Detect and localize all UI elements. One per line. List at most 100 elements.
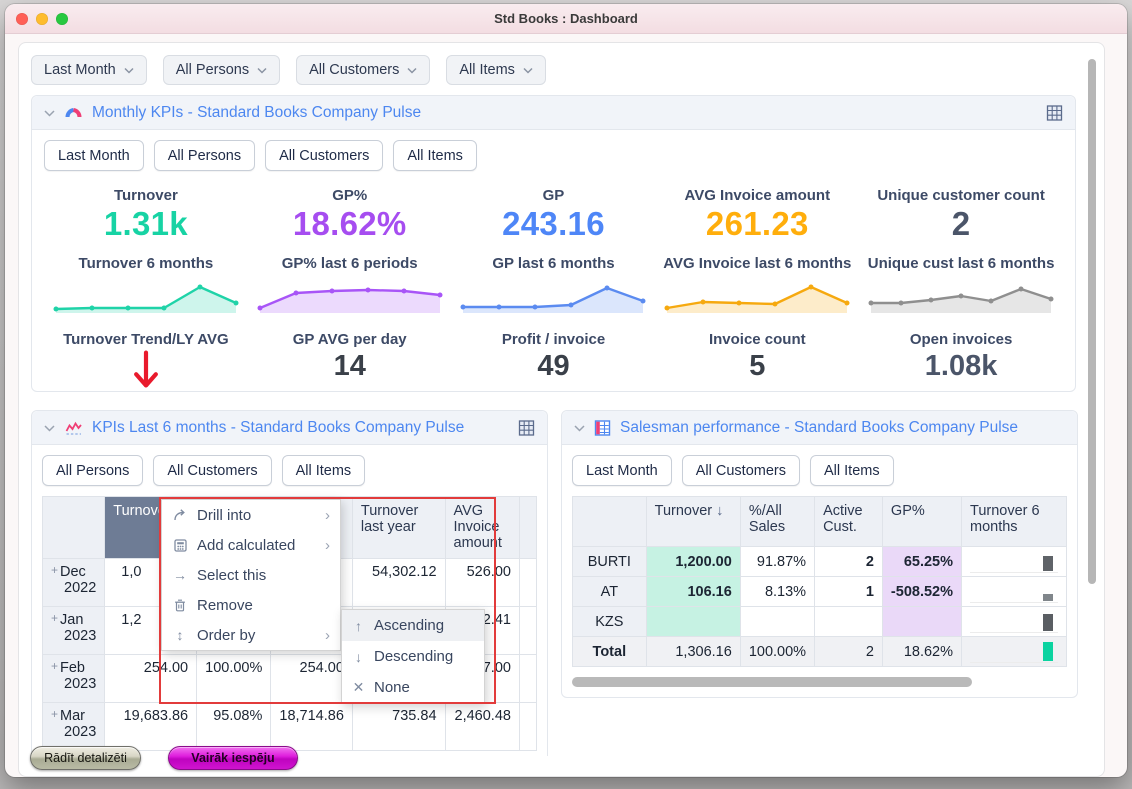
show-detailed-button[interactable]: Rādīt detalizēti <box>30 746 141 770</box>
kpi-label: Unique cust last 6 months <box>868 255 1055 272</box>
mini-bar-chart <box>970 611 1058 633</box>
filter-chip-all-customers[interactable]: All Customers <box>296 55 430 85</box>
app-window: Std Books : Dashboard Last Month All Per… <box>5 4 1127 777</box>
chevron-down-icon <box>124 67 134 74</box>
panel-filter-all-customers[interactable]: All Customers <box>265 140 383 171</box>
panel-filter-all-items[interactable]: All Items <box>810 455 894 486</box>
horizontal-scrollbar <box>572 677 1058 687</box>
table-row-kzs[interactable]: KZS <box>573 607 1067 637</box>
global-filter-bar: Last Month All Persons All Customers All… <box>31 55 546 85</box>
gauge-icon <box>64 106 83 119</box>
sparkline-avg-invoice-6m <box>662 280 852 316</box>
kpi-value-gp-avg-day: 14 <box>334 350 366 383</box>
table-view-icon[interactable] <box>518 420 535 436</box>
mini-bar-chart <box>970 641 1058 663</box>
mini-bar-chart <box>970 581 1058 603</box>
collapse-chevron-icon[interactable] <box>44 424 55 432</box>
panel-filter-all-customers[interactable]: All Customers <box>153 455 271 486</box>
kpi-grid: Turnover1.31k GP%18.62% GP243.16 AVG Inv… <box>44 175 1063 392</box>
panel-filter-last-month[interactable]: Last Month <box>572 455 672 486</box>
column-header-active-cust[interactable]: Active Cust. <box>815 497 883 547</box>
kpi-value-gp: 243.16 <box>502 205 605 243</box>
kpi-label: GP AVG per day <box>293 331 407 348</box>
filter-chip-label: Last Month <box>44 62 116 78</box>
kpi-label: AVG Invoice amount <box>685 187 831 204</box>
annotation-red-rectangle <box>159 497 496 704</box>
filter-chip-label: All Persons <box>176 62 249 78</box>
panel-filter-all-customers[interactable]: All Customers <box>682 455 800 486</box>
kpi-value-turnover: 1.31k <box>104 205 188 243</box>
table-row-total[interactable]: Total 1,306.16 100.00% 2 18.62% <box>573 637 1067 667</box>
panel-header: Salesman performance - Standard Books Co… <box>562 411 1077 445</box>
panel-title[interactable]: Monthly KPIs - Standard Books Company Pu… <box>92 104 421 122</box>
column-header-blank[interactable] <box>43 497 105 559</box>
kpi-label: Profit / invoice <box>502 331 605 348</box>
panel-filter-last-month[interactable]: Last Month <box>44 140 144 171</box>
table-row-burti[interactable]: BURTI 1,200.00 91.87% 2 65.25% <box>573 547 1067 577</box>
panel-filter-all-items[interactable]: All Items <box>282 455 366 486</box>
filter-chip-all-persons[interactable]: All Persons <box>163 55 280 85</box>
expand-plus-icon[interactable]: + <box>51 563 58 577</box>
chevron-down-icon <box>257 67 267 74</box>
kpi-label: Invoice count <box>709 331 806 348</box>
titlebar[interactable]: Std Books : Dashboard <box>5 4 1127 34</box>
table-row-at[interactable]: AT 106.16 8.13% 1 -508.52% <box>573 577 1067 607</box>
line-chart-icon <box>64 420 83 436</box>
window-title: Std Books : Dashboard <box>494 11 638 26</box>
minimize-button[interactable] <box>36 13 48 25</box>
panel-monthly-kpis: Monthly KPIs - Standard Books Company Pu… <box>31 95 1076 392</box>
kpi-value-profit-invoice: 49 <box>537 350 569 383</box>
fullscreen-button[interactable] <box>56 13 68 25</box>
mini-bar-chart <box>970 551 1058 573</box>
kpi-label: Turnover Trend/LY AVG <box>63 331 229 348</box>
kpi-label: GP% last 6 periods <box>282 255 418 272</box>
column-header-turnover-6-months[interactable]: Turnover 6 months <box>962 497 1067 547</box>
panel-filter-all-items[interactable]: All Items <box>393 140 477 171</box>
filter-chip-all-items[interactable]: All Items <box>446 55 546 85</box>
window-content: Last Month All Persons All Customers All… <box>5 34 1127 777</box>
panel-filter-all-persons[interactable]: All Persons <box>154 140 255 171</box>
kpi-label: Open invoices <box>910 331 1013 348</box>
panel-title[interactable]: Salesman performance - Standard Books Co… <box>620 419 1018 437</box>
traffic-lights <box>16 13 68 25</box>
kpi-value-open-invoices: 1.08k <box>925 350 998 383</box>
panel-filter-buttons: Last Month All Persons All Customers All… <box>44 140 1063 171</box>
kpi-value-avg-invoice: 261.23 <box>706 205 809 243</box>
dashboard-area: Last Month All Persons All Customers All… <box>18 42 1105 777</box>
kpi-value-gp-pct: 18.62% <box>293 205 407 243</box>
column-header-blank[interactable] <box>573 497 647 547</box>
table-view-icon[interactable] <box>1046 105 1063 121</box>
filter-chip-label: All Items <box>459 62 515 78</box>
data-table-icon <box>594 420 611 436</box>
column-header-turnover-sorted[interactable]: Turnover↓ <box>646 497 740 547</box>
panel-header: Monthly KPIs - Standard Books Company Pu… <box>32 96 1075 130</box>
panel-header: KPIs Last 6 months - Standard Books Comp… <box>32 411 547 445</box>
expand-plus-icon[interactable]: + <box>51 611 58 625</box>
column-header-gp-pct[interactable]: GP% <box>882 497 961 547</box>
vertical-scrollbar-thumb[interactable] <box>1088 59 1096 584</box>
expand-plus-icon[interactable]: + <box>51 659 58 673</box>
more-options-button[interactable]: Vairāk iespēju <box>168 746 298 770</box>
sparkline-turnover-6m <box>51 280 241 316</box>
panel-title[interactable]: KPIs Last 6 months - Standard Books Comp… <box>92 419 464 437</box>
filter-chip-last-month[interactable]: Last Month <box>31 55 147 85</box>
panel-filter-buttons: All Persons All Customers All Items <box>42 455 537 486</box>
chevron-down-icon <box>407 67 417 74</box>
chevron-down-icon <box>523 67 533 74</box>
kpi-label: Turnover 6 months <box>79 255 214 272</box>
kpi-label: GP <box>543 187 565 204</box>
expand-plus-icon[interactable]: + <box>51 707 58 721</box>
sparkline-gp-6m <box>458 280 648 316</box>
collapse-chevron-icon[interactable] <box>44 109 55 117</box>
column-header-pct-all-sales[interactable]: %/All Sales <box>740 497 814 547</box>
kpi-label: Unique customer count <box>877 187 1045 204</box>
kpi-label: GP last 6 months <box>492 255 614 272</box>
kpi-label: AVG Invoice last 6 months <box>663 255 851 272</box>
trend-down-arrow-icon <box>130 350 162 392</box>
table-row-mar-2023[interactable]: +Mar2023 19,683.86 95.08% 18,714.86 735.… <box>43 703 537 751</box>
horizontal-scrollbar-thumb[interactable] <box>572 677 972 687</box>
panel-filter-all-persons[interactable]: All Persons <box>42 455 143 486</box>
close-button[interactable] <box>16 13 28 25</box>
kpi-label: GP% <box>332 187 367 204</box>
collapse-chevron-icon[interactable] <box>574 424 585 432</box>
